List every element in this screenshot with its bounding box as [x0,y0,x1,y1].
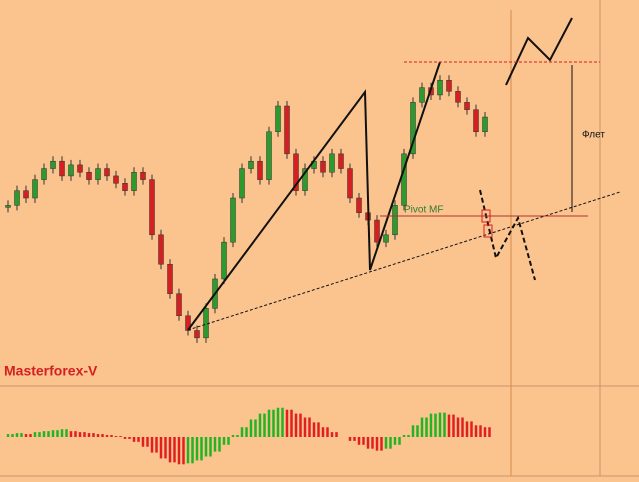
forecast-dashed [479,189,536,281]
candle [86,171,92,180]
candle [95,168,101,180]
candle [248,160,254,169]
candle [59,160,65,177]
candle [455,91,461,103]
trend-zigzag [187,61,441,331]
marker-box [481,209,491,223]
candle [356,197,362,213]
candle [140,171,146,180]
candle [32,179,38,199]
candle [401,153,407,206]
candle [284,105,290,155]
chart-title: Masterforex-V [4,363,98,379]
candle [383,234,389,243]
candle [185,315,191,331]
candle [266,131,272,180]
candle [338,153,344,169]
candle [122,183,128,191]
marker-box [483,224,493,238]
candle [419,87,425,103]
candle [203,308,209,339]
candle [392,205,398,236]
candle [5,205,11,208]
candle [482,116,488,133]
candle [50,160,56,169]
candle [446,79,452,92]
flat-label: Флет [582,130,605,141]
candle [176,293,182,317]
candle [275,105,281,133]
pivot-label: Pivot MF [404,205,443,216]
candle [320,160,326,173]
candle [230,197,236,243]
candle [149,179,155,236]
candle [167,263,173,294]
candle [221,241,227,280]
candle [14,190,20,206]
candle [437,79,443,96]
candle [68,164,74,177]
candle [329,153,335,173]
candle [257,160,263,180]
candle [41,168,47,180]
candle [131,171,137,191]
candle [77,164,83,173]
candle [464,102,470,110]
candle [473,109,479,133]
candle [239,168,245,199]
candle [374,219,380,243]
candle [113,175,119,184]
candle [158,234,164,265]
candle [23,190,29,199]
candle [410,102,416,155]
candle [302,168,308,191]
candle [104,168,110,177]
oscillator-panel [6,407,491,465]
support-line [187,191,621,331]
price-panel [5,75,488,343]
candle [194,330,200,339]
candle [293,153,299,191]
candle [347,168,353,199]
